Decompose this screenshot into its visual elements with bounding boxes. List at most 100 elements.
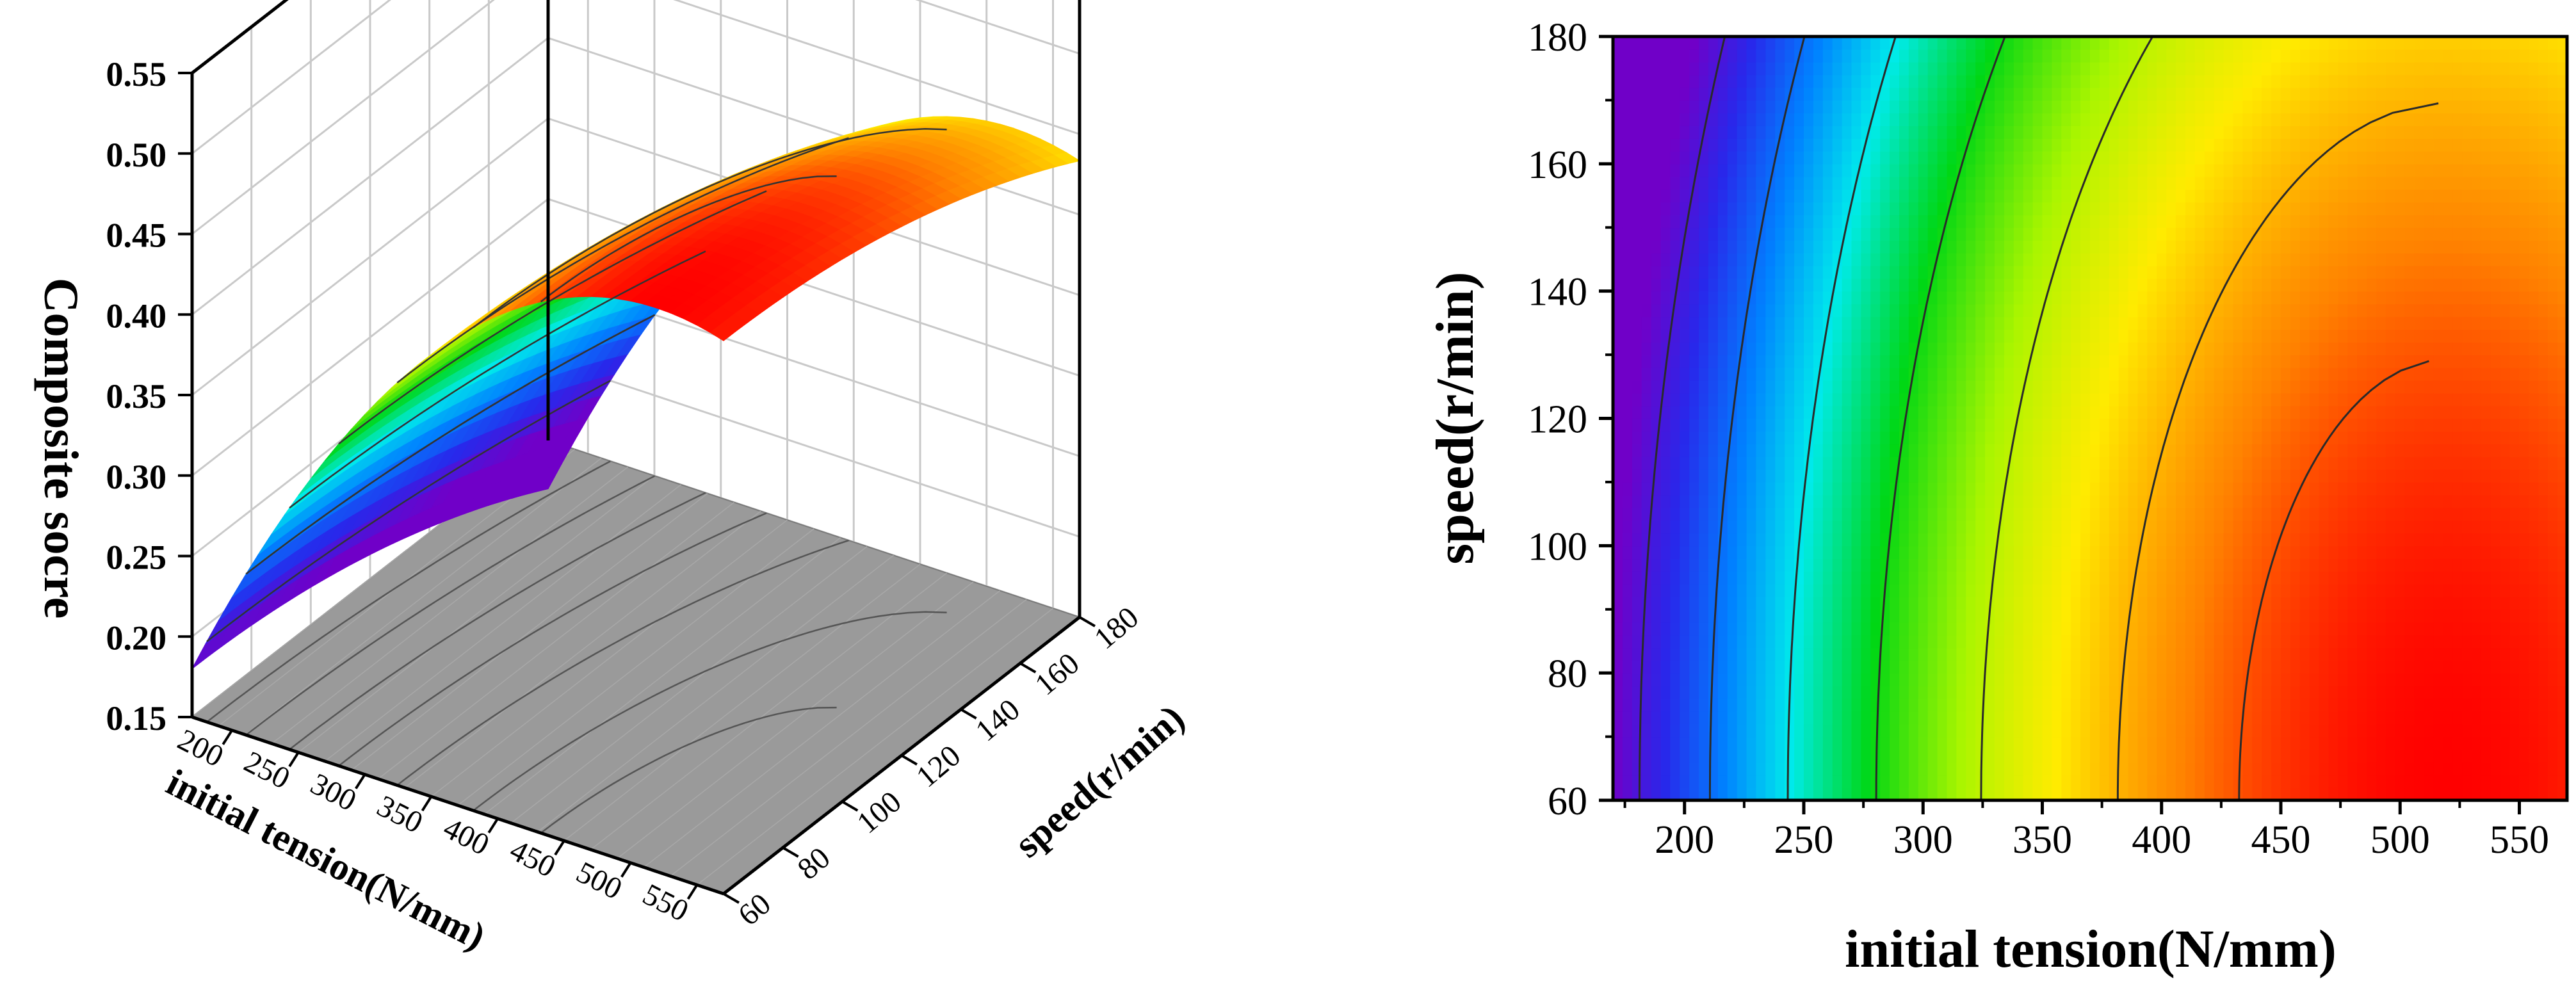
y-tick-label: 120 [910,739,967,795]
contour-cell [1851,150,1862,165]
contour-cell [1956,634,1967,649]
contour-cell [1966,533,1976,547]
contour-cell [1937,469,1948,483]
contour-cell [2166,138,2176,152]
contour-cell [1660,291,1671,305]
contour-cell [1918,723,1929,738]
contour-cell [1717,481,1728,496]
contour-cell [2042,736,2053,750]
contour-cell [1756,634,1767,649]
contour-cell [1908,392,1919,407]
contour-cell [2185,775,2196,788]
contour-cell [2080,545,2091,560]
contour-cell [1632,596,1642,610]
contour-cell [2147,507,2158,521]
contour-cell [2128,456,2139,470]
contour-cell [1804,609,1814,623]
contour-cell [2042,431,2053,445]
contour-cell [1880,431,1890,445]
contour-cell [1622,545,1633,560]
contour-cell [2004,596,2014,610]
contour-cell [2052,316,2062,330]
contour-cell [1937,533,1948,547]
contour-cell [2052,583,2062,597]
contour-cell [1641,545,1652,560]
contour-cell [1756,736,1767,750]
contour-cell [1756,583,1767,597]
contour-cell [1737,469,1747,483]
contour-cell [1775,380,1785,394]
contour-cell [1937,355,1948,368]
contour-cell [2061,673,2071,686]
contour-cell [2090,494,2100,508]
contour-cell [1975,163,1986,177]
contour-cell [2023,673,2034,686]
contour-cell [2023,291,2034,305]
contour-cell [1937,125,1948,139]
contour-cell [1851,240,1862,254]
contour-cell [1804,291,1814,305]
contour-cell [1737,87,1747,101]
contour-cell [2176,711,2186,725]
contour-cell [1832,380,1843,394]
contour-cell [1641,355,1652,368]
contour-cell [2013,113,2024,126]
contour-cell [1813,418,1824,432]
contour-cell [1880,125,1890,139]
contour-cell [1918,571,1929,585]
contour-cell [1966,303,1976,318]
contour-cell [1717,583,1728,597]
contour-cell [1956,61,1967,76]
contour-cell [1813,456,1824,470]
contour-cell [1975,316,1986,330]
contour-cell [2147,418,2158,432]
contour-cell [1699,316,1709,330]
contour-cell [2176,723,2186,738]
contour-cell [1613,278,1623,292]
contour-cell [1670,698,1681,712]
contour-cell [2032,240,2043,254]
contour-cell [2004,329,2014,343]
contour-cell [1966,278,1976,292]
contour-cell [2013,278,2024,292]
contour-cell [1785,253,1795,266]
contour-cell [2004,100,2014,114]
contour-cell [1832,647,1843,661]
z-tick-label: 0.35 [106,377,167,416]
contour-cell [1775,189,1785,203]
contour-cell [1995,418,2005,432]
contour-cell [1985,583,1995,597]
contour-cell [1995,596,2005,610]
contour-cell [2109,787,2119,800]
contour-cell [1927,622,1938,636]
contour-cell [2013,303,2024,318]
contour-cell [1899,571,1909,585]
contour-cell [1670,61,1681,76]
contour-cell [1851,545,1862,560]
contour-cell [1975,405,1986,419]
contour-cell [1680,660,1690,674]
contour-cell [1947,125,1957,139]
contour-cell [2118,163,2129,177]
contour-cell [2071,227,2081,241]
contour-cell [2052,163,2062,177]
contour-cell [1842,329,1852,343]
contour-cell [1813,316,1824,330]
contour-cell [1947,698,1957,712]
contour-cell [2099,355,2110,368]
contour-cell [1956,418,1967,432]
contour-cell [2147,100,2158,114]
contour-cell [1842,240,1852,254]
contour-cell [1737,545,1747,560]
contour-cell [1756,571,1767,585]
contour-cell [1822,431,1833,445]
contour-cell [1870,392,1881,407]
contour-cell [1966,622,1976,636]
contour-cell [1832,392,1843,407]
contour-cell [2090,469,2100,483]
contour-cell [2137,113,2148,126]
contour-cell [1908,202,1919,216]
contour-cell [1689,673,1699,686]
contour-cell [1813,609,1824,623]
contour-cell [1851,316,1862,330]
